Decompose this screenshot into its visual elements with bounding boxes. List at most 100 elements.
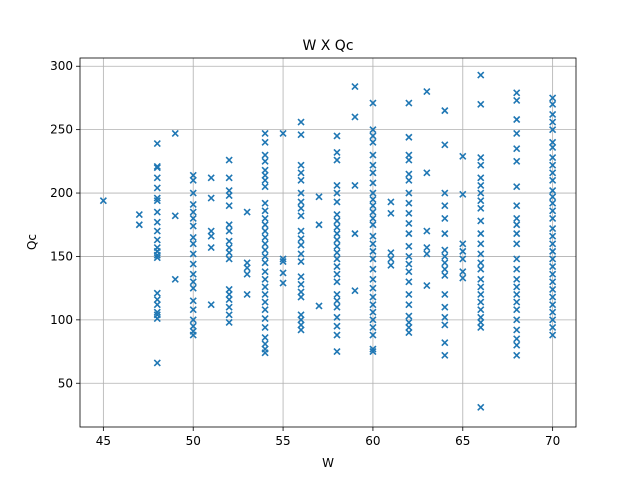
data-point — [279, 257, 287, 266]
data-point — [333, 198, 341, 206]
data-point — [369, 345, 377, 353]
data-point — [477, 290, 485, 299]
data-point — [405, 176, 413, 184]
data-point — [243, 270, 251, 278]
data-point — [369, 308, 377, 316]
data-point — [513, 221, 521, 229]
data-point — [549, 199, 557, 207]
data-point — [477, 275, 485, 283]
data-point — [333, 223, 341, 231]
data-point — [351, 181, 359, 190]
data-point — [513, 157, 521, 165]
data-point — [405, 209, 413, 217]
data-point — [153, 140, 161, 148]
data-point — [225, 318, 233, 326]
data-point — [369, 221, 377, 229]
data-point — [369, 301, 377, 309]
data-point — [189, 240, 197, 248]
data-point — [423, 250, 431, 258]
data-point — [549, 214, 557, 222]
data-point — [549, 278, 557, 286]
data-point — [369, 275, 377, 283]
x-axis-label: W — [322, 456, 334, 470]
data-point — [225, 249, 233, 257]
data-point — [333, 322, 341, 330]
data-point — [513, 240, 521, 248]
data-point — [297, 169, 305, 177]
data-point — [189, 222, 197, 230]
data-point — [405, 290, 413, 299]
data-point — [333, 347, 341, 356]
data-point — [369, 331, 377, 339]
data-point — [513, 290, 521, 299]
data-point — [369, 208, 377, 216]
data-point — [441, 141, 449, 149]
data-point — [477, 100, 485, 108]
data-point — [261, 183, 269, 191]
data-point — [333, 181, 341, 190]
data-point — [549, 301, 557, 309]
data-point — [333, 148, 341, 157]
data-point — [549, 331, 557, 339]
data-point — [333, 211, 341, 219]
data-point — [405, 99, 413, 107]
data-point — [459, 268, 467, 276]
data-point — [549, 126, 557, 134]
data-point — [477, 197, 485, 205]
data-point — [189, 316, 197, 324]
data-point — [423, 244, 431, 252]
data-point — [513, 202, 521, 210]
data-point — [171, 129, 179, 138]
data-point — [369, 179, 377, 187]
y-axis-label: Qc — [25, 234, 39, 250]
plot-area-frame — [79, 57, 577, 428]
data-point — [477, 174, 485, 182]
data-point — [333, 217, 341, 225]
axis-ticks: 45 50 55 60 65 70 50 100 150 200 250 300 — [50, 59, 560, 448]
data-point — [333, 156, 341, 164]
data-point — [297, 118, 305, 126]
data-point — [207, 301, 215, 309]
data-point — [261, 157, 269, 165]
data-point — [333, 242, 341, 250]
data-point — [297, 198, 305, 206]
data-point — [477, 161, 485, 169]
data-point — [549, 100, 557, 108]
data-point — [459, 240, 467, 248]
data-point — [297, 293, 305, 301]
data-point — [513, 335, 521, 343]
data-point — [297, 235, 305, 243]
data-point — [189, 306, 197, 314]
data-point — [315, 302, 323, 310]
data-point — [369, 169, 377, 177]
data-point — [369, 293, 377, 301]
data-point — [171, 275, 179, 283]
data-point — [387, 255, 395, 263]
data-point — [207, 194, 215, 202]
data-point — [153, 194, 161, 202]
data-point — [207, 174, 215, 182]
data-point — [351, 82, 359, 91]
data-point — [459, 152, 467, 160]
data-point — [351, 113, 359, 121]
data-point — [405, 199, 413, 207]
data-point — [549, 240, 557, 248]
y-tick-label: 150 — [50, 249, 73, 263]
data-point — [549, 110, 557, 118]
data-point — [189, 331, 197, 339]
data-point — [549, 293, 557, 301]
data-point — [351, 287, 359, 295]
data-point — [513, 306, 521, 314]
data-point — [261, 349, 269, 357]
data-point — [369, 151, 377, 159]
data-point — [441, 339, 449, 347]
data-point — [297, 227, 305, 235]
data-point — [297, 189, 305, 197]
data-point — [369, 99, 377, 107]
data-point — [405, 268, 413, 276]
data-point — [477, 71, 485, 79]
data-point — [513, 129, 521, 138]
data-point — [441, 246, 449, 254]
data-point — [369, 247, 377, 255]
